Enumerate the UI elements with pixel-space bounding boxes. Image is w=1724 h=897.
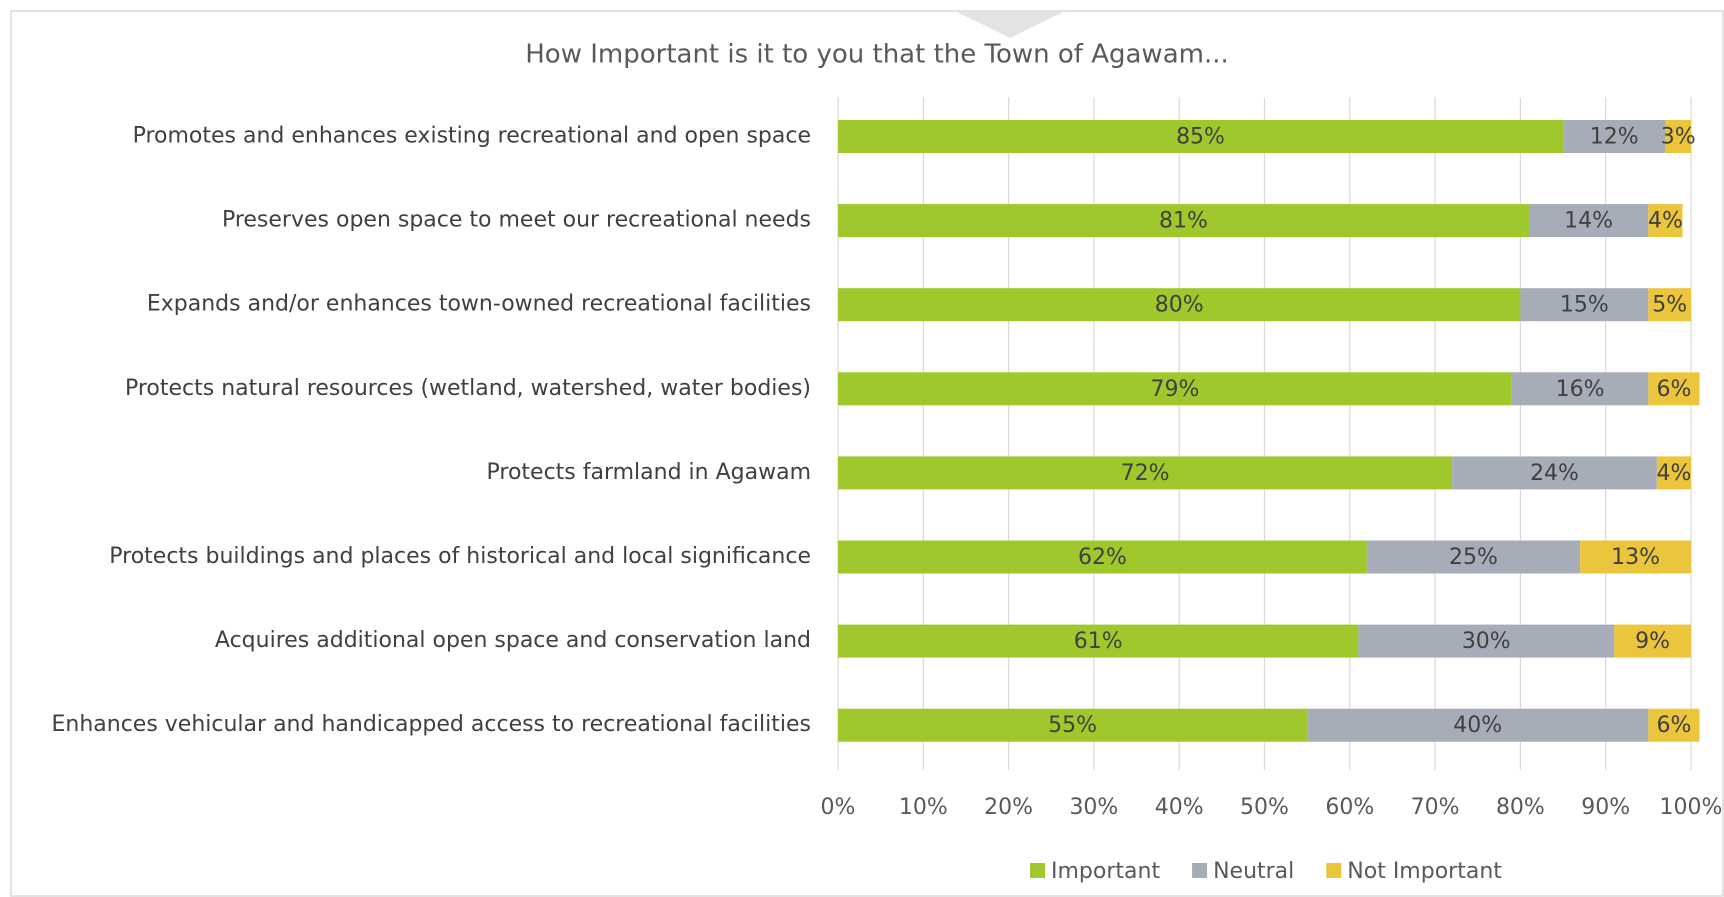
data-label: 9% <box>1635 629 1670 654</box>
data-label: 24% <box>1530 461 1579 486</box>
y-tick-label: Expands and/or enhances town-owned recre… <box>147 292 811 317</box>
x-tick-label: 90% <box>1581 795 1630 820</box>
legend-swatch <box>1326 863 1342 878</box>
data-label: 6% <box>1656 713 1691 738</box>
x-tick-label: 10% <box>899 795 948 820</box>
data-label: 5% <box>1652 293 1687 318</box>
y-tick-label: Promotes and enhances existing recreatio… <box>133 124 811 149</box>
bar-segment <box>1648 204 1683 238</box>
bar-segment <box>838 372 1512 406</box>
bar-segment <box>1511 372 1649 406</box>
x-tick-label: 20% <box>984 795 1033 820</box>
data-label: 14% <box>1564 209 1613 234</box>
x-tick-label: 80% <box>1496 795 1545 820</box>
data-label: 55% <box>1048 713 1097 738</box>
x-tick-label: 60% <box>1325 795 1374 820</box>
data-label: 3% <box>1661 125 1696 150</box>
bar-segment <box>1520 288 1649 322</box>
bar-segment <box>838 624 1359 658</box>
data-label: 30% <box>1462 629 1511 654</box>
x-tick-label: 50% <box>1240 795 1289 820</box>
bar-segment <box>838 120 1564 153</box>
bar-segment <box>1648 288 1691 322</box>
y-tick-label: Protects farmland in Agawam <box>487 460 812 485</box>
y-tick-label: Acquires additional open space and conse… <box>215 628 811 653</box>
data-label: 72% <box>1121 461 1170 486</box>
legend-swatch <box>1030 863 1045 878</box>
data-label: 16% <box>1556 377 1605 402</box>
data-label: 4% <box>1648 209 1683 234</box>
bar-segment <box>838 708 1308 742</box>
bar-segment <box>1614 624 1691 658</box>
legend-label: Neutral <box>1213 859 1294 884</box>
bar-segment <box>1648 708 1700 742</box>
data-label: 62% <box>1078 545 1127 570</box>
data-label: 61% <box>1074 629 1123 654</box>
bar-segment <box>838 456 1453 490</box>
chart-frame <box>10 10 1724 897</box>
data-label: 25% <box>1449 545 1498 570</box>
data-label: 12% <box>1590 125 1639 150</box>
x-tick-label: 40% <box>1155 795 1204 820</box>
chart-title: How Important is it to you that the Town… <box>525 40 1229 70</box>
data-label: 6% <box>1656 377 1691 402</box>
x-tick-label: 70% <box>1411 795 1460 820</box>
y-tick-label: Protects natural resources (wetland, wat… <box>125 376 811 401</box>
bar-segment <box>1580 540 1691 574</box>
bar-segment <box>838 204 1529 238</box>
x-tick-label: 100% <box>1660 795 1723 820</box>
bar-segment <box>838 540 1367 574</box>
legend-label: Not Important <box>1347 859 1502 884</box>
bar-segment <box>838 288 1521 322</box>
bar-segment <box>1307 708 1649 742</box>
data-label: 40% <box>1453 713 1502 738</box>
bar-segment <box>1528 204 1649 238</box>
bar-segment <box>1366 540 1581 574</box>
bar-segment <box>1563 120 1666 153</box>
data-label: 80% <box>1155 293 1204 318</box>
x-tick-label: 30% <box>1069 795 1118 820</box>
y-tick-label: Preserves open space to meet our recreat… <box>222 208 811 233</box>
y-tick-label: Enhances vehicular and handicapped acces… <box>51 712 811 737</box>
bar-segment <box>1665 120 1691 153</box>
bar-segment <box>1358 624 1615 658</box>
x-tick-label: 0% <box>821 795 856 820</box>
bar-segment <box>1656 456 1691 490</box>
data-label: 15% <box>1560 293 1609 318</box>
y-tick-label: Protects buildings and places of histori… <box>109 544 811 569</box>
data-label: 79% <box>1150 377 1199 402</box>
data-label: 85% <box>1176 125 1225 150</box>
bar-segment <box>1648 372 1700 406</box>
legend-label: Important <box>1051 859 1160 884</box>
data-label: 81% <box>1159 209 1208 234</box>
data-label: 4% <box>1656 461 1691 486</box>
bar-segment <box>1452 456 1657 490</box>
pointer <box>955 11 1065 38</box>
data-label: 13% <box>1611 545 1660 570</box>
legend-swatch <box>1192 863 1208 878</box>
